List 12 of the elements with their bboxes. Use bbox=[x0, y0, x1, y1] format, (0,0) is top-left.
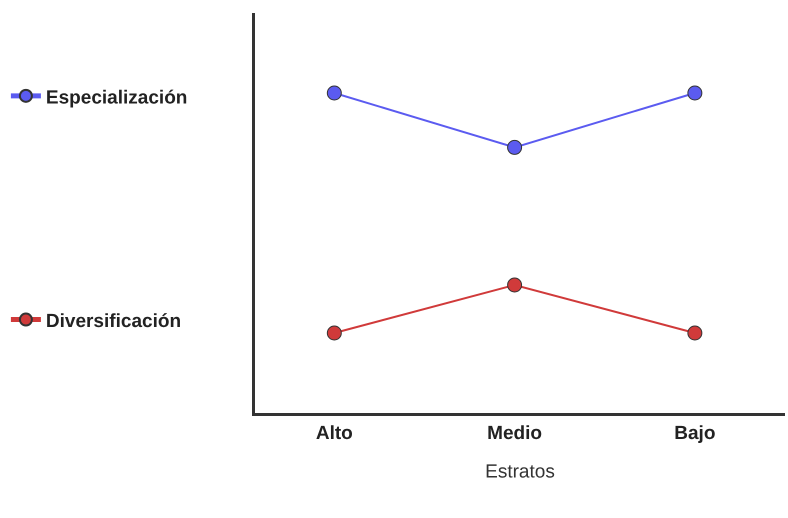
point bbox=[687, 326, 702, 340]
x-tick-label: Medio bbox=[487, 422, 542, 444]
point bbox=[326, 326, 342, 340]
x-tick-label: Alto bbox=[316, 422, 353, 444]
x-tick-label: Bajo bbox=[674, 422, 716, 444]
legend-label: Especialización bbox=[46, 87, 188, 108]
x-axis-title: Estratos bbox=[485, 462, 555, 483]
legend-label: Diversificación bbox=[46, 310, 182, 332]
point bbox=[326, 86, 342, 100]
point bbox=[687, 86, 702, 100]
point bbox=[507, 278, 522, 292]
point bbox=[507, 140, 522, 155]
